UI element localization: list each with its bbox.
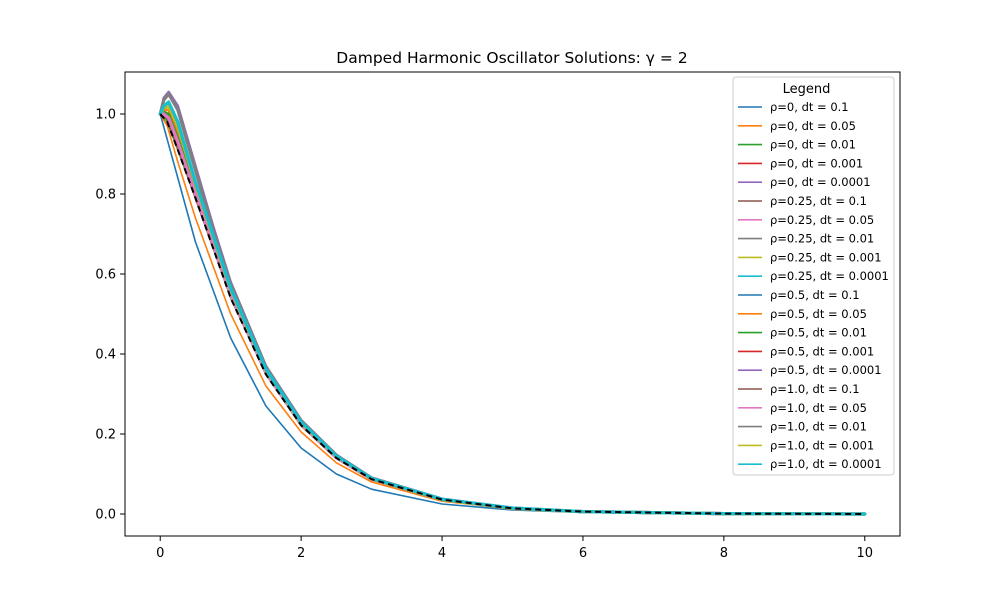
x-axis: 0 2 4 6 8 10 <box>156 536 873 561</box>
legend-entry-label: ρ=0.25, dt = 0.01 <box>770 232 874 246</box>
legend: Legend ρ=0, dt = 0.1 ρ=0, dt = 0.05 ρ=0, dt… <box>732 76 895 476</box>
legend-entry-label: ρ=0.5, dt = 0.0001 <box>770 363 882 377</box>
legend-box <box>732 76 895 476</box>
x-tick-label: 4 <box>438 546 446 561</box>
legend-entry-label: ρ=0, dt = 0.05 <box>770 119 856 133</box>
legend-entry-label: ρ=1.0, dt = 0.01 <box>770 420 867 434</box>
y-tick-label: 0.0 <box>95 508 116 523</box>
legend-entry-label: ρ=0.25, dt = 0.1 <box>770 194 867 208</box>
legend-entry-label: ρ=0.5, dt = 0.1 <box>770 288 860 302</box>
legend-entry-label: ρ=0.5, dt = 0.01 <box>770 326 867 340</box>
legend-entry-label: ρ=0.25, dt = 0.05 <box>770 213 874 227</box>
legend-entry-label: ρ=0.25, dt = 0.001 <box>770 250 882 264</box>
chart-title: Damped Harmonic Oscillator Solutions: γ … <box>336 49 687 67</box>
y-tick-label: 0.4 <box>95 348 116 363</box>
series-layer <box>158 90 867 516</box>
legend-entry-label: ρ=0, dt = 0.1 <box>770 100 849 114</box>
y-tick-label: 0.2 <box>95 428 116 443</box>
x-tick-label: 10 <box>856 546 873 561</box>
legend-entry-label: ρ=0.5, dt = 0.05 <box>770 307 867 321</box>
y-tick-label: 0.6 <box>95 268 116 283</box>
legend-entry-label: ρ=0.25, dt = 0.0001 <box>770 269 889 283</box>
x-tick-label: 6 <box>579 546 587 561</box>
legend-entry-label: ρ=0.5, dt = 0.001 <box>770 344 874 358</box>
plot-area-frame <box>124 71 901 537</box>
legend-entry-label: ρ=1.0, dt = 0.1 <box>770 382 860 396</box>
x-tick-label: 0 <box>156 546 164 561</box>
y-tick-label: 1.0 <box>95 108 116 123</box>
legend-entry-label: ρ=1.0, dt = 0.05 <box>770 401 867 415</box>
legend-entry-label: ρ=1.0, dt = 0.001 <box>770 438 874 452</box>
x-tick-label: 8 <box>720 546 728 561</box>
legend-entry-label: ρ=0, dt = 0.001 <box>770 156 863 170</box>
legend-entry-label: ρ=0, dt = 0.01 <box>770 138 856 152</box>
x-tick-label: 2 <box>297 546 305 561</box>
y-tick-label: 0.8 <box>95 188 116 203</box>
legend-entry-label: ρ=1.0, dt = 0.0001 <box>770 457 882 471</box>
legend-entry-label: ρ=0, dt = 0.0001 <box>770 175 871 189</box>
y-axis: 0.0 0.2 0.4 0.6 0.8 1.0 <box>95 108 125 523</box>
legend-title: Legend <box>783 82 831 97</box>
